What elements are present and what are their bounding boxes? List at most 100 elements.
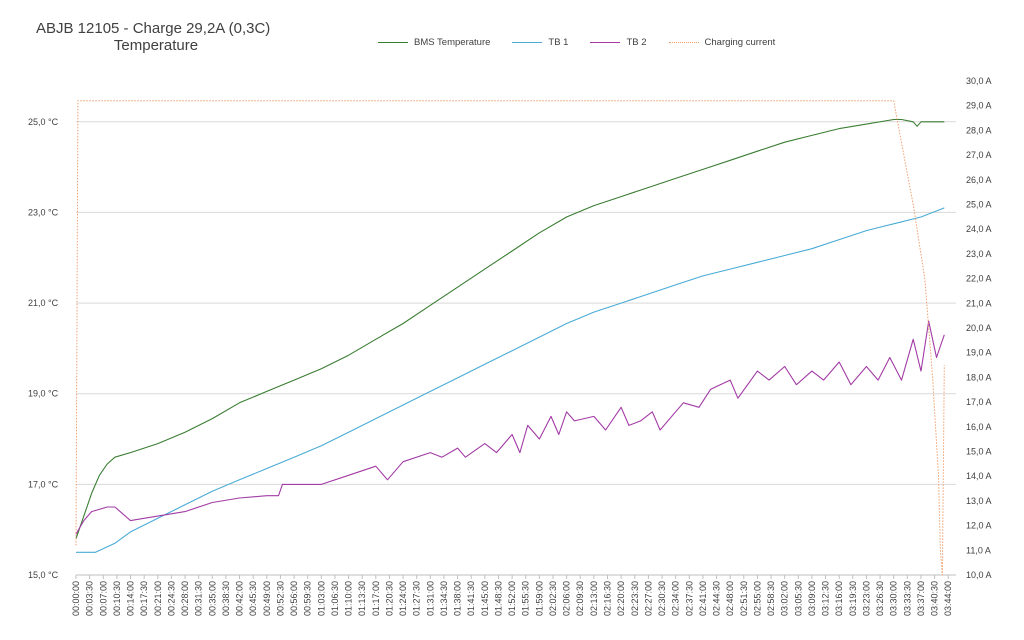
y-right-tick-label: 12,0 A bbox=[966, 521, 992, 531]
legend-label-charging-current: Charging current bbox=[704, 36, 776, 48]
x-tick-label: 02:34:00 bbox=[671, 581, 681, 616]
legend-item-bms-temperature: BMS Temperature bbox=[378, 37, 490, 48]
y-right-tick-label: 13,0 A bbox=[966, 496, 992, 506]
x-tick-label: 01:17:00 bbox=[371, 581, 381, 616]
legend-swatch-bms-temperature bbox=[378, 41, 408, 43]
x-tick-label: 02:51:30 bbox=[739, 581, 749, 616]
x-tick-label: 00:24:30 bbox=[166, 581, 176, 616]
legend-swatch-tb2 bbox=[590, 41, 621, 43]
x-tick-label: 00:14:00 bbox=[126, 581, 136, 616]
x-tick-label: 03:37:00 bbox=[916, 581, 926, 616]
x-tick-label: 03:33:30 bbox=[902, 581, 912, 616]
x-tick-label: 02:44:30 bbox=[712, 581, 722, 616]
x-tick-label: 01:27:30 bbox=[412, 581, 422, 616]
y-left-tick-label: 21,0 °C bbox=[28, 298, 59, 308]
x-tick-label: 00:35:00 bbox=[207, 581, 217, 616]
x-tick-label: 02:13:00 bbox=[589, 581, 599, 616]
x-tick-label: 02:30:30 bbox=[657, 581, 667, 616]
x-tick-label: 01:13:30 bbox=[357, 581, 367, 616]
y-left-tick-label: 17,0 °C bbox=[28, 479, 59, 489]
series-line-tb-1 bbox=[76, 207, 945, 553]
y-right-tick-label: 25,0 A bbox=[966, 200, 992, 210]
x-tick-label: 02:06:00 bbox=[562, 581, 572, 616]
x-tick-label: 00:52:30 bbox=[275, 581, 285, 616]
chart-title-block: ABJB 12105 - Charge 29,2A (0,3C) Tempera… bbox=[36, 20, 296, 54]
x-tick-label: 01:38:00 bbox=[453, 581, 463, 616]
chart-subtitle: Temperature bbox=[113, 37, 199, 54]
x-tick-label: 03:44:00 bbox=[943, 581, 953, 616]
y-right-tick-label: 19,0 A bbox=[966, 348, 992, 358]
x-tick-label: 03:23:00 bbox=[861, 581, 871, 616]
chart-legend: BMS Temperature TB 1 TB 2 Charging curre… bbox=[378, 34, 775, 50]
y-left-tick-label: 19,0 °C bbox=[28, 389, 59, 399]
x-tick-label: 03:26:30 bbox=[875, 581, 885, 616]
x-tick-label: 01:59:00 bbox=[534, 581, 544, 616]
legend-swatch-tb1 bbox=[512, 41, 543, 43]
y-right-tick-label: 14,0 A bbox=[966, 471, 992, 481]
y-right-tick-label: 30,0 A bbox=[966, 76, 992, 86]
x-tick-label: 00:59:30 bbox=[303, 581, 313, 616]
x-tick-label: 00:07:00 bbox=[98, 581, 108, 616]
x-tick-label: 00:49:00 bbox=[262, 581, 272, 616]
legend-label-bms-temperature: BMS Temperature bbox=[414, 36, 491, 48]
x-tick-label: 01:52:00 bbox=[507, 581, 517, 616]
y-right-tick-label: 27,0 A bbox=[966, 150, 992, 160]
x-tick-label: 00:17:30 bbox=[139, 581, 149, 616]
x-tick-label: 02:09:30 bbox=[575, 581, 585, 616]
x-tick-label: 00:00:00 bbox=[71, 581, 81, 616]
y-right-tick-label: 15,0 A bbox=[966, 447, 992, 457]
x-tick-label: 01:41:30 bbox=[466, 581, 476, 616]
x-tick-label: 00:31:30 bbox=[194, 581, 204, 616]
x-tick-label: 02:23:30 bbox=[630, 581, 640, 616]
y-right-tick-label: 23,0 A bbox=[966, 249, 992, 259]
chart-title: ABJB 12105 - Charge 29,2A (0,3C) bbox=[36, 20, 271, 37]
x-tick-label: 00:56:00 bbox=[289, 581, 299, 616]
legend-item-tb2: TB 2 bbox=[590, 36, 647, 48]
x-tick-label: 01:03:00 bbox=[316, 581, 326, 616]
legend-label-tb2: TB 2 bbox=[626, 36, 647, 48]
x-tick-label: 00:28:00 bbox=[180, 581, 190, 616]
x-tick-label: 00:10:30 bbox=[112, 581, 122, 616]
x-tick-label: 01:24:00 bbox=[398, 581, 408, 616]
x-tick-label: 01:34:30 bbox=[439, 581, 449, 616]
x-tick-label: 02:27:00 bbox=[643, 581, 653, 616]
y-right-tick-label: 29,0 A bbox=[966, 101, 992, 111]
legend-item-charging-current: Charging current bbox=[668, 36, 776, 48]
legend-label-tb1: TB 1 bbox=[548, 36, 569, 48]
legend-item-tb1: TB 1 bbox=[512, 37, 568, 48]
x-tick-label: 03:12:30 bbox=[821, 581, 831, 616]
x-tick-label: 02:41:00 bbox=[698, 581, 708, 616]
x-tick-label: 01:31:00 bbox=[425, 581, 435, 616]
x-tick-label: 00:03:30 bbox=[85, 581, 95, 616]
y-right-tick-label: 21,0 A bbox=[966, 298, 992, 308]
x-tick-label: 00:21:00 bbox=[153, 581, 163, 616]
y-left-tick-label: 25,0 °C bbox=[28, 117, 59, 127]
x-tick-label: 02:48:00 bbox=[725, 581, 735, 616]
x-tick-label: 02:16:30 bbox=[603, 581, 613, 616]
x-tick-label: 00:38:30 bbox=[221, 581, 231, 616]
series-line-tb-2 bbox=[75, 320, 945, 535]
x-tick-label: 03:16:00 bbox=[834, 581, 844, 616]
y-left-tick-label: 15,0 °C bbox=[28, 570, 59, 580]
x-tick-label: 03:05:30 bbox=[793, 581, 803, 616]
x-tick-label: 01:06:30 bbox=[330, 581, 340, 616]
series-line-charging-current bbox=[75, 100, 945, 576]
y-right-tick-label: 10,0 A bbox=[966, 570, 992, 580]
y-right-tick-label: 26,0 A bbox=[966, 175, 992, 185]
y-right-tick-label: 11,0 A bbox=[966, 545, 991, 555]
x-tick-label: 01:45:00 bbox=[480, 581, 490, 616]
series-line-bms-temperature bbox=[75, 118, 945, 539]
y-right-tick-label: 28,0 A bbox=[966, 125, 992, 135]
y-left-tick-label: 23,0 °C bbox=[28, 207, 59, 217]
y-right-tick-label: 24,0 A bbox=[966, 224, 992, 234]
x-tick-label: 02:20:00 bbox=[616, 581, 626, 616]
x-tick-label: 03:02:00 bbox=[780, 581, 790, 616]
x-tick-label: 02:37:30 bbox=[684, 581, 694, 616]
x-tick-label: 03:09:00 bbox=[807, 581, 817, 616]
x-tick-label: 03:40:30 bbox=[930, 581, 940, 616]
x-tick-label: 00:42:00 bbox=[235, 581, 245, 616]
x-tick-label: 02:55:00 bbox=[752, 581, 762, 616]
x-tick-label: 03:30:00 bbox=[889, 581, 899, 616]
x-tick-label: 01:10:00 bbox=[344, 581, 354, 616]
y-right-tick-label: 16,0 A bbox=[966, 422, 992, 432]
